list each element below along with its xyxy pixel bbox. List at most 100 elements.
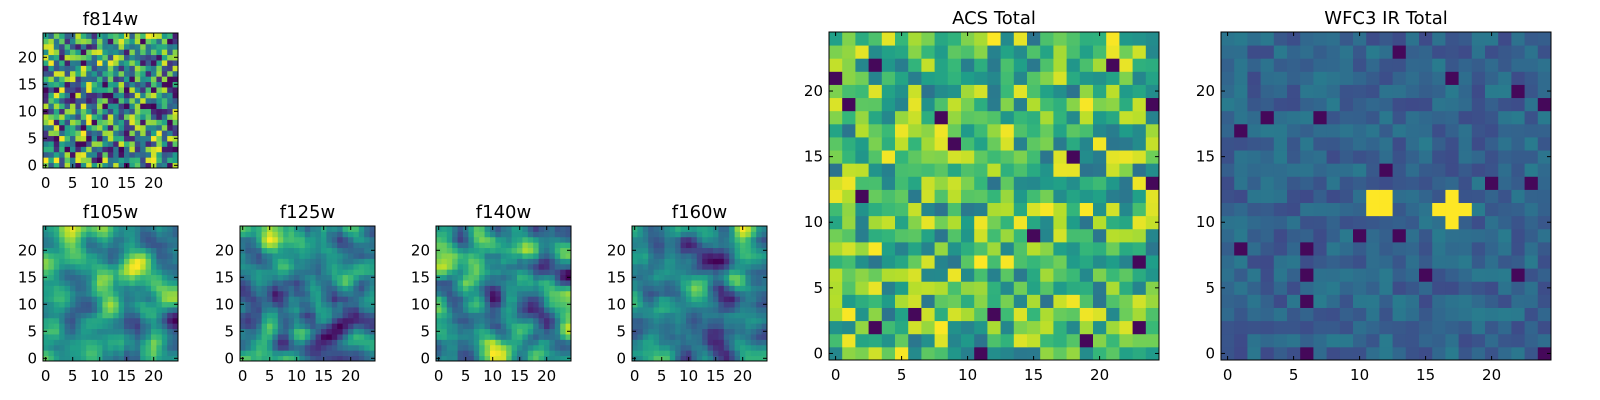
- heatmap-cell: [272, 280, 279, 286]
- heatmap-cell: [118, 108, 125, 115]
- heatmap-cell: [484, 301, 491, 308]
- heatmap-cell: [64, 226, 71, 232]
- heatmap-cell: [113, 43, 120, 50]
- y-tick-label: 20: [18, 241, 37, 259]
- heatmap-cell: [129, 124, 136, 131]
- heatmap-cell: [974, 84, 988, 99]
- heatmap-cell: [560, 280, 567, 286]
- heatmap-cell: [80, 269, 87, 276]
- heatmap-cell: [934, 32, 949, 46]
- heatmap-cell: [1040, 215, 1054, 230]
- heatmap-cell: [294, 307, 300, 313]
- heatmap-cell: [1498, 215, 1512, 230]
- heatmap-cell: [1093, 45, 1107, 59]
- heatmap-cell: [436, 350, 442, 357]
- heatmap-cell: [648, 350, 655, 357]
- heatmap-cell: [91, 33, 98, 39]
- heatmap-cell: [288, 258, 295, 265]
- heatmap-cell: [446, 328, 453, 335]
- heatmap-cell: [750, 344, 757, 351]
- heatmap-cell: [331, 328, 338, 335]
- heatmap-cell: [500, 307, 507, 313]
- heatmap-cell: [522, 344, 529, 351]
- y-tick-label: 20: [607, 241, 626, 259]
- heatmap-cell: [134, 76, 141, 83]
- heatmap-cell: [1234, 202, 1248, 217]
- heatmap-cell: [544, 236, 550, 243]
- heatmap-cell: [53, 296, 60, 303]
- heatmap-cell: [446, 280, 453, 286]
- heatmap-cell: [868, 176, 883, 190]
- heatmap-cell: [511, 296, 518, 303]
- heatmap-cell: [908, 163, 922, 177]
- heatmap-cell: [934, 307, 949, 322]
- heatmap-cell: [908, 268, 922, 282]
- heatmap-cell: [1419, 294, 1433, 308]
- heatmap-cell: [1132, 215, 1147, 230]
- heatmap-cell: [680, 274, 687, 281]
- heatmap-cell: [829, 136, 843, 151]
- heatmap-cell: [1445, 241, 1460, 256]
- heatmap-cell: [702, 334, 709, 340]
- heatmap-cell: [468, 253, 475, 259]
- heatmap-cell: [80, 226, 87, 232]
- heatmap-cell: [1119, 45, 1134, 59]
- heatmap-cell: [272, 236, 279, 243]
- heatmap-cell: [538, 274, 545, 281]
- heatmap-cell: [91, 54, 98, 61]
- heatmap-cell: [696, 226, 703, 232]
- heatmap-cell: [961, 320, 975, 335]
- heatmap-cell: [829, 202, 843, 217]
- heatmap-cell: [107, 236, 114, 243]
- heatmap-cell: [1339, 84, 1354, 99]
- heatmap-cell: [1498, 189, 1512, 204]
- heatmap-cell: [129, 226, 136, 232]
- heatmap-cell: [48, 317, 55, 324]
- heatmap-cell: [500, 334, 507, 340]
- heatmap-cell: [761, 307, 768, 313]
- heatmap-cell: [118, 49, 125, 56]
- heatmap-cell: [484, 312, 491, 319]
- heatmap-cell: [527, 236, 534, 243]
- heatmap-cell: [172, 253, 179, 259]
- heatmap-cell: [1458, 189, 1473, 204]
- heatmap-cell: [468, 274, 475, 281]
- heatmap-cell: [342, 285, 349, 292]
- heatmap-cell: [1247, 45, 1262, 59]
- heatmap-cell: [331, 269, 338, 276]
- heatmap-cell: [53, 114, 60, 120]
- heatmap-cell: [91, 65, 98, 72]
- heatmap-cell: [304, 269, 311, 276]
- heatmap-cell: [446, 269, 453, 276]
- heatmap-cell: [315, 226, 322, 232]
- heatmap-cell: [48, 108, 55, 115]
- heatmap-cell: [364, 258, 371, 265]
- heatmap-cell: [1366, 110, 1380, 125]
- heatmap-cell: [145, 247, 152, 254]
- heatmap-cell: [86, 157, 93, 164]
- heatmap-cell: [1247, 84, 1262, 99]
- heatmap-cell: [118, 301, 125, 308]
- heatmap-cell: [97, 231, 103, 238]
- heatmap-cell: [43, 242, 49, 249]
- heatmap-cell: [70, 43, 76, 50]
- heatmap-cell: [436, 339, 442, 346]
- heatmap-cell: [75, 312, 82, 319]
- heatmap-cell: [1537, 320, 1552, 335]
- heatmap-cell: [304, 334, 311, 340]
- heatmap-cell: [304, 328, 311, 335]
- heatmap-cell: [102, 124, 109, 131]
- heatmap-cell: [172, 70, 179, 77]
- heatmap-cell: [337, 323, 344, 330]
- heatmap-cell: [855, 202, 870, 217]
- heatmap-cell: [261, 263, 268, 270]
- heatmap-cell: [1432, 215, 1446, 230]
- heatmap-cell: [48, 285, 55, 292]
- heatmap-cell: [696, 328, 703, 335]
- heatmap-cell: [987, 346, 1002, 361]
- heatmap-cell: [140, 60, 147, 66]
- heatmap-cell: [829, 241, 843, 256]
- heatmap-cell: [1260, 241, 1275, 256]
- heatmap-cell: [974, 71, 988, 85]
- heatmap-cell: [172, 124, 179, 131]
